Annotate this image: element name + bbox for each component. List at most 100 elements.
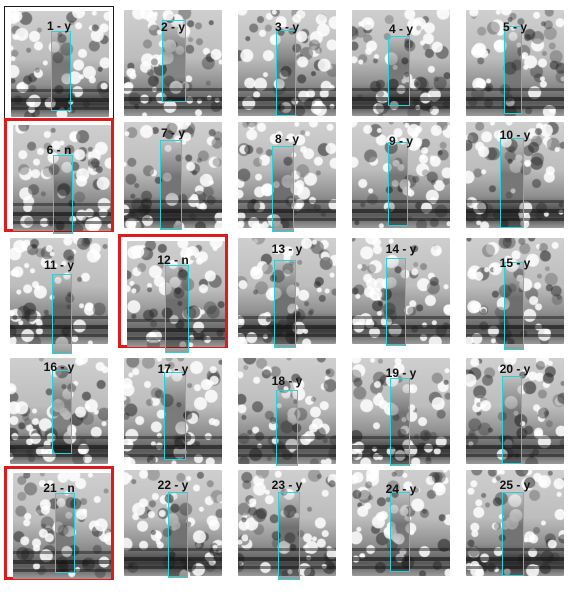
spectral-band	[10, 316, 108, 320]
roi-box	[504, 26, 522, 114]
spectral-band	[352, 566, 450, 570]
spectral-band	[352, 548, 450, 552]
grid-tile[interactable]: 17 - y	[118, 354, 228, 468]
roi-box	[52, 370, 72, 454]
spectral-band	[124, 444, 222, 449]
tile-label: 5 - y	[502, 20, 527, 34]
spectral-band	[238, 444, 336, 449]
tile-label: 23 - y	[271, 478, 303, 492]
grid-tile[interactable]: 10 - y	[460, 118, 570, 232]
grid-tile[interactable]: 8 - y	[232, 118, 342, 232]
grid-tile[interactable]: 25 - y	[460, 466, 570, 580]
tile-label: 11 - y	[43, 258, 75, 272]
grid-tile[interactable]: 13 - y	[232, 234, 342, 348]
grid-tile[interactable]: 1 - y	[4, 6, 114, 120]
spectral-band	[352, 324, 450, 329]
grid-tile[interactable]: 4 - y	[346, 6, 456, 120]
grid-tile[interactable]: 15 - y	[460, 234, 570, 350]
grid-tile[interactable]: 5 - y	[460, 6, 570, 120]
grid-tile[interactable]: 14 - y	[346, 234, 456, 348]
grid-tile[interactable]: 22 - y	[118, 466, 228, 580]
spectral-band	[238, 106, 336, 110]
tile-label: 21 - n	[43, 481, 75, 495]
spectrogram-thumbnail	[352, 122, 450, 228]
grid-tile[interactable]: 11 - y	[4, 234, 114, 354]
spectrogram-thumbnail	[124, 358, 222, 464]
spectral-band	[10, 436, 108, 440]
spectrogram-thumbnail	[466, 358, 564, 464]
roi-box	[276, 390, 298, 474]
spectrogram-thumbnail	[124, 470, 222, 576]
spectral-band	[10, 334, 108, 338]
spectral-band	[238, 200, 336, 204]
spectral-band	[13, 559, 111, 564]
spectral-band	[127, 327, 225, 332]
spectral-band	[238, 454, 336, 458]
spectral-band	[466, 444, 564, 449]
roi-box	[388, 142, 408, 226]
spectral-band	[13, 551, 111, 555]
tile-label: 1 - y	[46, 19, 71, 33]
roi-box	[160, 140, 182, 230]
spectral-band	[352, 106, 450, 110]
roi-box	[52, 274, 72, 354]
grid-tile[interactable]: 24 - y	[346, 466, 456, 580]
spectral-band	[124, 106, 222, 110]
spectrogram-thumbnail	[238, 358, 336, 464]
tile-label: 4 - y	[388, 22, 413, 36]
spectral-band	[238, 556, 336, 561]
grid-tile[interactable]: 12 - n	[118, 234, 228, 353]
roi-box	[504, 262, 524, 350]
roi-box	[274, 260, 296, 348]
grid-tile[interactable]: 7 - y	[118, 118, 228, 232]
spectral-band	[124, 436, 222, 440]
spectral-band	[238, 88, 336, 92]
roi-box	[168, 492, 188, 578]
grid-tile[interactable]: 20 - y	[460, 354, 570, 468]
tile-label: 9 - y	[388, 134, 413, 148]
tile-label: 6 - n	[46, 143, 72, 157]
tile-label: 22 - y	[157, 478, 189, 492]
grid-tile[interactable]: 16 - y	[4, 354, 114, 468]
roi-box	[162, 20, 186, 102]
spectral-band	[11, 89, 109, 93]
grid-tile[interactable]: 6 - n	[4, 118, 114, 235]
tile-label: 8 - y	[274, 132, 299, 146]
spectral-band	[238, 208, 336, 213]
spectral-band	[238, 566, 336, 570]
grid-tile[interactable]: 23 - y	[232, 466, 342, 580]
spectrogram-thumbnail	[352, 358, 450, 464]
spectral-band	[466, 88, 564, 92]
spectral-band	[466, 324, 564, 329]
roi-box	[390, 378, 410, 466]
spectrogram-thumbnail	[10, 238, 108, 344]
grid-tile[interactable]: 18 - y	[232, 354, 342, 474]
spectral-band	[352, 218, 450, 222]
spectral-band	[11, 97, 109, 102]
spectral-band	[466, 566, 564, 570]
spectral-band	[11, 107, 109, 111]
grid-tile[interactable]: 3 - y	[232, 6, 342, 120]
spectral-band	[238, 324, 336, 329]
spectral-band	[466, 454, 564, 458]
tile-label: 24 - y	[385, 482, 417, 496]
spectrogram-thumbnail	[13, 125, 111, 231]
roi-box	[165, 265, 189, 353]
spectral-band	[124, 556, 222, 561]
tile-label: 20 - y	[499, 362, 531, 376]
grid-tile[interactable]: 19 - y	[346, 354, 456, 468]
spectral-band	[352, 88, 450, 92]
spectral-band	[466, 436, 564, 440]
spectral-band	[124, 96, 222, 101]
grid-tile[interactable]: 2 - y	[118, 6, 228, 120]
grid-tile[interactable]: 21 - n	[4, 466, 114, 580]
spectral-band	[238, 436, 336, 440]
tile-label: 2 - y	[160, 20, 185, 34]
grid-tile[interactable]: 9 - y	[346, 118, 456, 232]
spectral-band	[124, 218, 222, 222]
spectral-band	[352, 334, 450, 338]
roi-box	[276, 30, 296, 116]
spectrogram-thumbnail	[466, 10, 564, 116]
spectrogram-thumbnail	[352, 10, 450, 116]
spectral-band	[238, 316, 336, 320]
